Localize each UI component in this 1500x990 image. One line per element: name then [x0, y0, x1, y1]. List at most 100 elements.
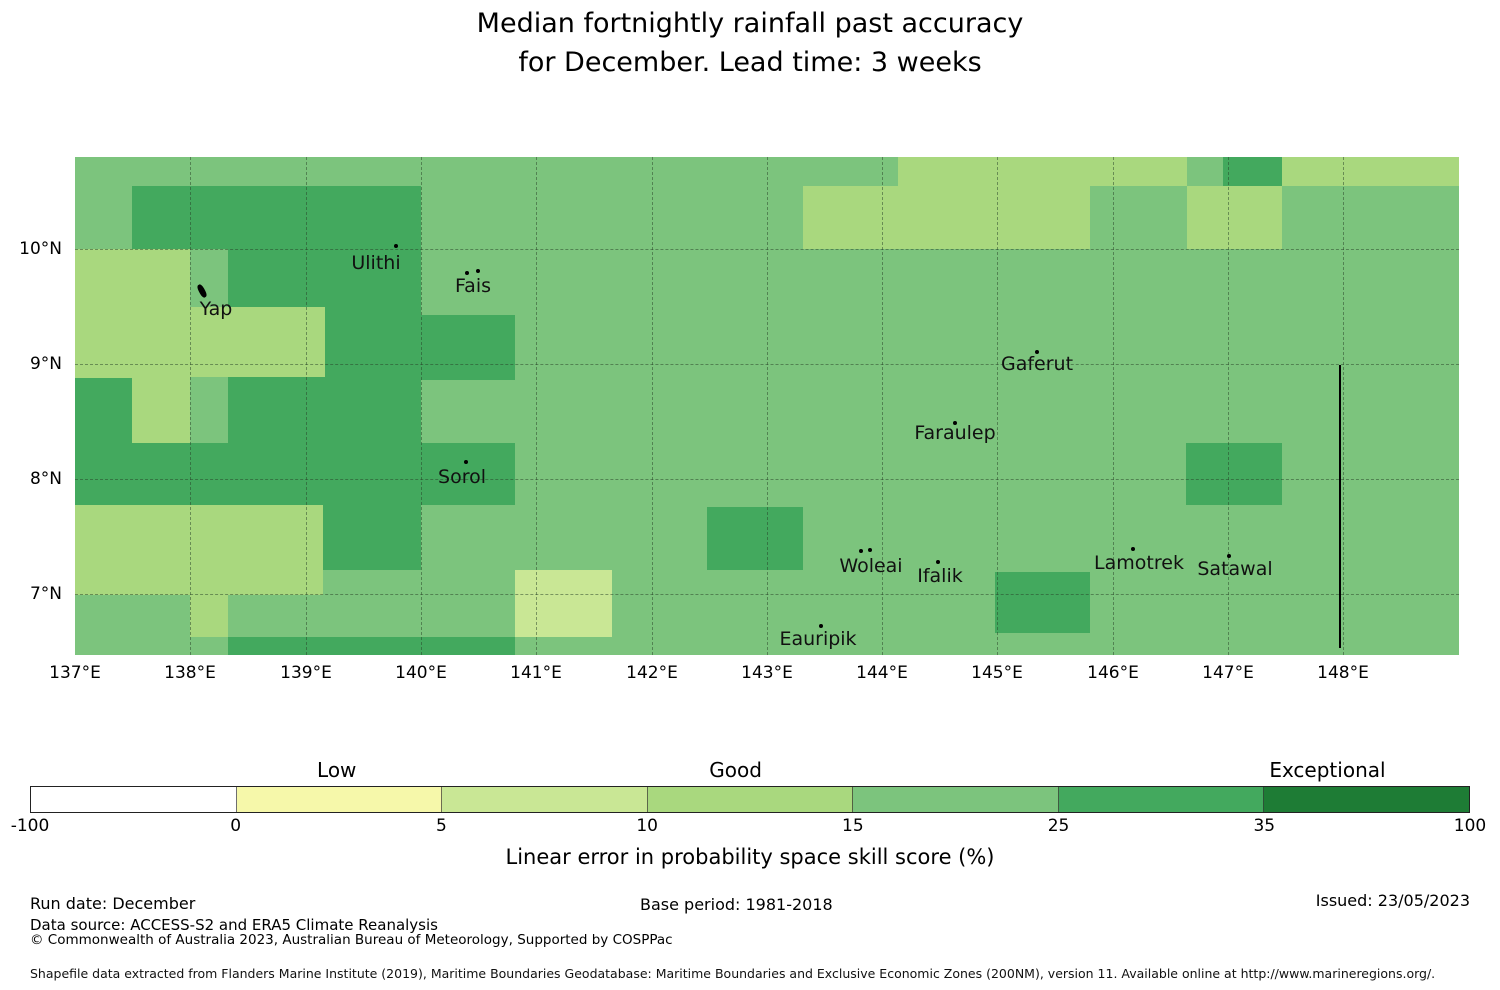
- footer-shapefile-note: Shapefile data extracted from Flanders M…: [30, 966, 1436, 981]
- map-cell-25-35: [1223, 157, 1282, 186]
- gridline-vertical: [882, 157, 883, 655]
- x-tick-label: 144°E: [856, 663, 908, 683]
- footer-issued-date: Issued: 23/05/2023: [1315, 891, 1470, 910]
- island-marker-dot: [465, 271, 469, 275]
- x-tick-label: 141°E: [510, 663, 562, 683]
- colorbar-axis-label: Linear error in probability space skill …: [505, 845, 995, 869]
- map-area: Yap Ulithi Fais Sorol Gaferut Faraulep Woleai I…: [75, 157, 1459, 655]
- island-label: Sorol: [438, 466, 486, 488]
- island-marker-dot: [1227, 554, 1231, 558]
- chart-title-line2: for December. Lead time: 3 weeks: [518, 47, 982, 78]
- colorbar-tick-label: 15: [842, 816, 864, 836]
- footer-copyright: © Commonwealth of Australia 2023, Austra…: [30, 932, 673, 948]
- map-cell-25-35: [132, 186, 421, 249]
- gridline-horizontal: [75, 594, 1459, 595]
- colorbar-tick-label: 5: [436, 816, 447, 836]
- colorbar-tick-label: 0: [230, 816, 242, 836]
- colorbar-category-label: Low: [317, 758, 357, 782]
- map-cell-25-35: [995, 572, 1090, 633]
- x-tick-label: 146°E: [1087, 663, 1139, 683]
- island-marker-dot: [868, 548, 872, 552]
- map-cell-10-15: [190, 595, 228, 637]
- gridline-vertical: [536, 157, 537, 655]
- gridline-vertical: [306, 157, 307, 655]
- map-cell-10-15: [132, 378, 190, 443]
- gridline-vertical: [997, 157, 998, 655]
- x-tick-label: 148°E: [1317, 663, 1369, 683]
- island-label: Ifalik: [917, 565, 963, 587]
- island-marker-dot: [859, 549, 863, 553]
- x-tick-label: 145°E: [971, 663, 1023, 683]
- colorbar-segment-5-10: [442, 787, 648, 812]
- x-tick-label: 142°E: [626, 663, 678, 683]
- y-tick-label: 7°N: [29, 584, 62, 604]
- island-marker-dot: [1035, 350, 1039, 354]
- x-tick-label: 137°E: [49, 663, 101, 683]
- gridline-vertical: [1343, 157, 1344, 655]
- colorbar-segment--100-0: [31, 787, 237, 812]
- island-marker-dot: [394, 244, 398, 248]
- island-label: Faraulep: [914, 422, 996, 444]
- gridline-horizontal: [75, 364, 1459, 365]
- colorbar-segment-35-100: [1264, 787, 1470, 812]
- colorbar-segment-0-5: [236, 787, 443, 812]
- map-cell-10-15: [190, 307, 325, 377]
- footer-base-period: Base period: 1981-2018: [640, 895, 833, 914]
- gridline-vertical: [190, 157, 191, 655]
- island-marker-dot: [819, 624, 823, 628]
- map-cell-25-35: [323, 505, 421, 570]
- colorbar-tick-label: 10: [636, 816, 658, 836]
- x-tick-label: 140°E: [395, 663, 447, 683]
- island-marker-dot: [953, 421, 957, 425]
- island-label: Ulithi: [351, 252, 401, 274]
- x-tick-label: 139°E: [280, 663, 332, 683]
- island-label: Yap: [199, 298, 233, 320]
- y-tick-label: 8°N: [29, 469, 62, 489]
- map-cell-25-35: [75, 443, 515, 505]
- y-tick-label: 10°N: [19, 239, 62, 259]
- map-cell-25-35: [1186, 443, 1282, 505]
- map-cell-10-15: [898, 157, 1187, 186]
- colorbar-tick-label: 35: [1253, 816, 1276, 836]
- colorbar-tick-label: 100: [1453, 816, 1487, 836]
- gridline-vertical: [767, 157, 768, 655]
- map-cell-25-35: [707, 507, 803, 570]
- island-marker-dot: [464, 460, 468, 464]
- colorbar-segment-10-15: [647, 787, 854, 812]
- colorbar-tick-label: -100: [10, 816, 50, 836]
- colorbar-segment-25-35: [1058, 787, 1265, 812]
- map-cell-10-15: [1282, 157, 1459, 186]
- island-label: Gaferut: [1000, 353, 1074, 375]
- map-cell-10-15: [1187, 186, 1282, 249]
- chart-title-line1: Median fortnightly rainfall past accurac…: [476, 8, 1024, 39]
- map-cell-10-15: [75, 249, 190, 378]
- gridline-vertical: [652, 157, 653, 655]
- footer-run-date: Run date: December: [30, 894, 196, 913]
- island-marker-dot: [936, 560, 940, 564]
- colorbar-category-labels: Low Good Exceptional: [30, 758, 1470, 784]
- maritime-boundary-line: [1339, 365, 1341, 648]
- chart-title: Median fortnightly rainfall past accurac…: [0, 4, 1500, 82]
- footer-data-source: Data source: ACCESS-S2 and ERA5 Climate …: [30, 916, 438, 934]
- colorbar-category-label: Good: [709, 758, 762, 782]
- island-label: Satawal: [1197, 558, 1273, 580]
- colorbar-segment-15-25: [853, 787, 1059, 812]
- x-tick-label: 143°E: [741, 663, 793, 683]
- map-cell-25-35: [228, 637, 515, 655]
- gridline-vertical: [1113, 157, 1114, 655]
- colorbar-ticks: -100 0 5 10 15 25 35 100: [11, 816, 1487, 838]
- gridline-vertical: [1228, 157, 1229, 655]
- island-marker-dot: [196, 283, 208, 299]
- map-cell-25-35: [420, 315, 515, 380]
- island-marker-dot: [476, 269, 480, 273]
- gridline-horizontal: [75, 249, 1459, 250]
- x-tick-label: 147°E: [1202, 663, 1254, 683]
- island-label: Woleai: [839, 555, 903, 577]
- map-cell-10-15: [803, 186, 1090, 249]
- gridline-vertical: [421, 157, 422, 655]
- y-tick-label: 9°N: [29, 354, 62, 374]
- colorbar: [30, 786, 1470, 813]
- map-cell-5-10: [515, 570, 612, 637]
- island-label: Lamotrek: [1094, 552, 1184, 574]
